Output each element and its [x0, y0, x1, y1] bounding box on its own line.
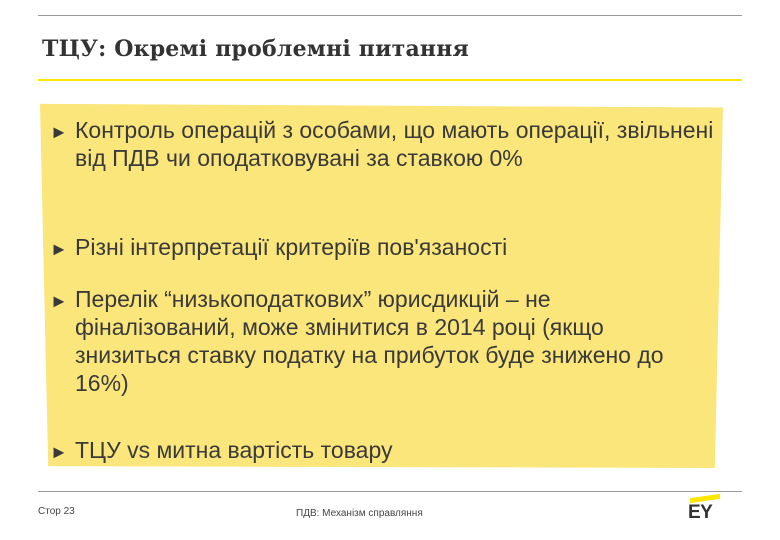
bullet-text: Контроль операцій з особами, що мають оп… — [75, 117, 714, 171]
highlight-panel — [40, 103, 723, 468]
top-divider — [38, 15, 742, 16]
footer-document-title: ПДВ: Механізм справляння — [296, 508, 423, 519]
logo-text: EY — [688, 502, 713, 523]
footer-divider — [38, 491, 742, 492]
bullet-text: ТЦУ vs митна вартість товару — [75, 437, 393, 463]
bullet-arrow-icon: ► — [50, 291, 68, 311]
bullet-arrow-icon: ► — [50, 442, 68, 462]
page-number: Стор 23 — [38, 506, 75, 517]
bullet-text: Різні інтерпретації критеріїв пов'язанос… — [75, 234, 508, 260]
ey-logo: EY — [684, 493, 724, 524]
slide-title: ТЦУ: Окремі проблемні питання — [42, 36, 469, 62]
bullet-text: Перелік “низькоподаткових” юрисдикцій – … — [75, 286, 664, 396]
bullet-arrow-icon: ► — [50, 239, 68, 259]
bullet-arrow-icon: ► — [50, 122, 68, 142]
title-underline — [38, 79, 742, 81]
